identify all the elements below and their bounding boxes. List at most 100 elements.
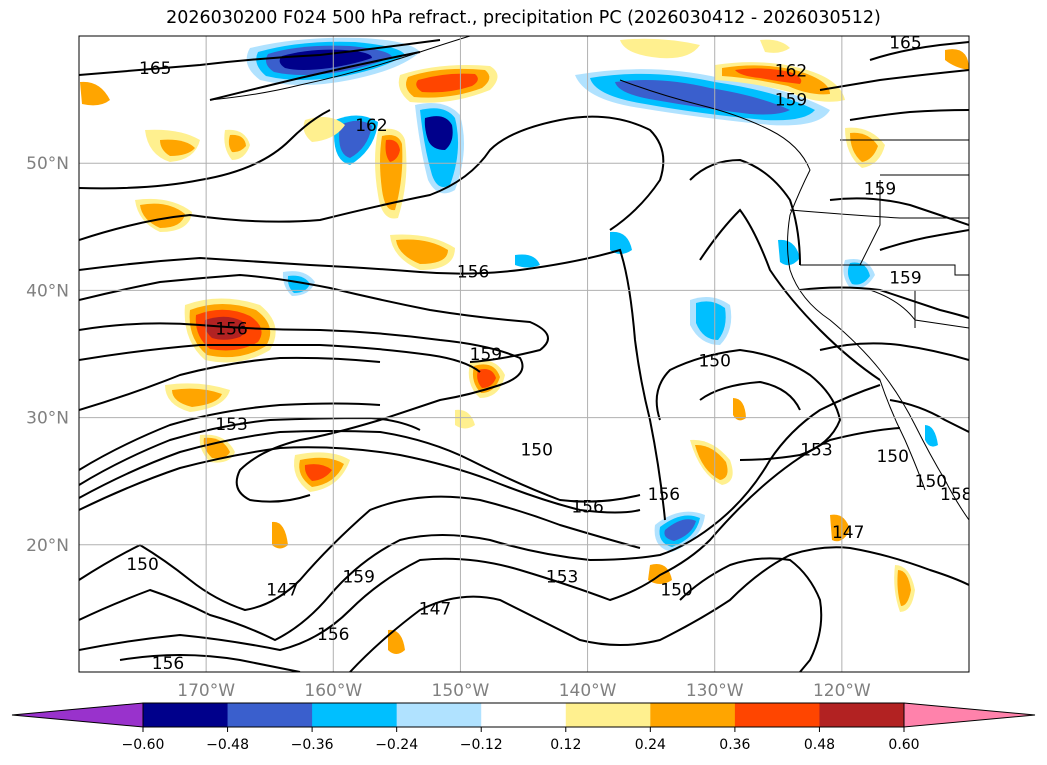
contour-value-label: 150 bbox=[520, 440, 552, 460]
precip-blob-positive bbox=[385, 139, 400, 162]
precip-blob-positive bbox=[140, 203, 185, 228]
contour-value-label: 156 bbox=[457, 262, 489, 282]
contour-value-label: 159 bbox=[775, 91, 807, 111]
colorbar-frame bbox=[142, 702, 905, 728]
longitude-labels: 170°W 160°W 150°W 140°W 130°W 120°W bbox=[177, 681, 871, 701]
colorbar-segment bbox=[396, 703, 482, 727]
contour-value-label: 158 bbox=[940, 485, 972, 505]
precip-blob-positive bbox=[203, 437, 230, 459]
latitude-labels: 50°N 40°N 30°N 20°N bbox=[26, 154, 69, 556]
precip-blob-negative bbox=[279, 49, 372, 70]
precip-blob-positive bbox=[388, 629, 405, 654]
precip-blob-positive bbox=[695, 444, 728, 480]
precip-blob-positive bbox=[204, 316, 246, 340]
colorbar-tick-label: −0.48 bbox=[206, 737, 249, 753]
precip-blob-positive bbox=[160, 139, 195, 156]
precip-blob-positive bbox=[396, 239, 448, 264]
precip-blob-negative bbox=[664, 519, 696, 541]
contour-value-label: 147 bbox=[266, 580, 298, 600]
precip-blob-positive bbox=[830, 514, 850, 542]
contour-value-label: 162 bbox=[355, 116, 387, 136]
lat-tick-label: 30°N bbox=[26, 409, 69, 429]
colorbar-segment bbox=[227, 703, 313, 727]
precip-blob-positive bbox=[945, 49, 969, 70]
refractivity-contours bbox=[79, 39, 969, 672]
colorbar-segment bbox=[312, 703, 398, 727]
colorbar-tick-label: −0.12 bbox=[460, 737, 503, 753]
precip-blob-positive bbox=[304, 464, 332, 481]
colorbar-segment bbox=[565, 703, 651, 727]
lon-tick-label: 160°W bbox=[304, 681, 362, 701]
colorbar-tick-label: 0.48 bbox=[804, 737, 835, 753]
precip-blob-positive bbox=[228, 134, 246, 153]
colorbar-tick-label: −0.60 bbox=[122, 737, 165, 753]
contour-value-label: 159 bbox=[889, 269, 921, 289]
colorbar-segment bbox=[650, 703, 736, 727]
contour-value-label: 156 bbox=[215, 320, 247, 340]
precip-blob-negative bbox=[339, 120, 372, 158]
contour-value-label: 159 bbox=[864, 180, 896, 200]
precip-blob-negative bbox=[696, 301, 726, 340]
gridlines bbox=[79, 36, 969, 672]
precip-blob-positive bbox=[80, 81, 110, 106]
precip-blob-negative bbox=[925, 425, 938, 447]
colorbar-extend-high bbox=[903, 702, 1036, 728]
precip-blob-negative bbox=[424, 116, 453, 150]
lon-tick-label: 120°W bbox=[813, 681, 871, 701]
colorbar-segment bbox=[143, 703, 229, 727]
contour-value-label: 150 bbox=[915, 472, 947, 492]
contour-value-label: 159 bbox=[342, 568, 374, 588]
lat-tick-label: 40°N bbox=[26, 281, 69, 301]
contour-value-label: 147 bbox=[832, 523, 864, 543]
precip-blob-positive bbox=[303, 116, 345, 142]
colorbar-tick-label: −0.24 bbox=[375, 737, 418, 753]
contour-value-label: 147 bbox=[419, 599, 451, 619]
precip-blob-positive bbox=[735, 68, 802, 84]
precip-blob-positive bbox=[477, 369, 496, 388]
precip-blob-positive bbox=[897, 570, 911, 606]
contour-value-label: 153 bbox=[800, 440, 832, 460]
precip-blob-negative bbox=[515, 254, 540, 268]
precip-blob-negative bbox=[610, 231, 632, 254]
lon-tick-label: 130°W bbox=[686, 681, 744, 701]
contour-value-label: 153 bbox=[215, 415, 247, 435]
colorbar-segment bbox=[819, 703, 905, 727]
contour-value-label: 153 bbox=[546, 568, 578, 588]
colorbar: −0.60 −0.48 −0.36 −0.24 −0.12 0.12 0.24 0.36 0.4… bbox=[11, 702, 1036, 753]
colorbar-extend-low bbox=[11, 702, 144, 728]
precip-blob-positive bbox=[172, 388, 222, 407]
precip-blob-positive bbox=[272, 521, 288, 549]
precip-blob-positive bbox=[416, 73, 478, 93]
lat-tick-label: 20°N bbox=[26, 536, 69, 556]
colorbar-tick-label: 0.60 bbox=[888, 737, 919, 753]
contour-value-label: 156 bbox=[571, 498, 603, 518]
coastline bbox=[209, 36, 969, 521]
precip-blob-negative bbox=[287, 275, 310, 293]
colorbar-tick-label: −0.36 bbox=[291, 737, 334, 753]
precip-blob-negative bbox=[615, 80, 790, 115]
lat-tick-label: 50°N bbox=[26, 154, 69, 174]
contour-value-label: 156 bbox=[317, 625, 349, 645]
contour-value-label: 162 bbox=[775, 61, 807, 81]
precip-blob-positive bbox=[733, 398, 746, 421]
contour-value-label: 150 bbox=[126, 555, 158, 575]
colorbar-segment bbox=[734, 703, 820, 727]
lon-tick-label: 150°W bbox=[432, 681, 490, 701]
precip-blob-negative bbox=[847, 262, 870, 285]
precip-blob-negative bbox=[778, 239, 800, 266]
contour-value-label: 156 bbox=[648, 485, 680, 505]
contour-value-label: 150 bbox=[876, 447, 908, 467]
map-title: 2026030200 F024 500 hPa refract., precip… bbox=[166, 8, 881, 28]
colorbar-segment bbox=[481, 703, 567, 727]
lon-tick-label: 170°W bbox=[177, 681, 235, 701]
contour-value-label: 150 bbox=[660, 580, 692, 600]
lon-tick-label: 140°W bbox=[559, 681, 617, 701]
colorbar-tick-label: 0.24 bbox=[635, 737, 666, 753]
colorbar-tick-label: 0.36 bbox=[719, 737, 750, 753]
map-frame bbox=[78, 35, 970, 673]
colorbar-tick-label: 0.12 bbox=[550, 737, 581, 753]
precip-blob-positive bbox=[760, 39, 790, 53]
